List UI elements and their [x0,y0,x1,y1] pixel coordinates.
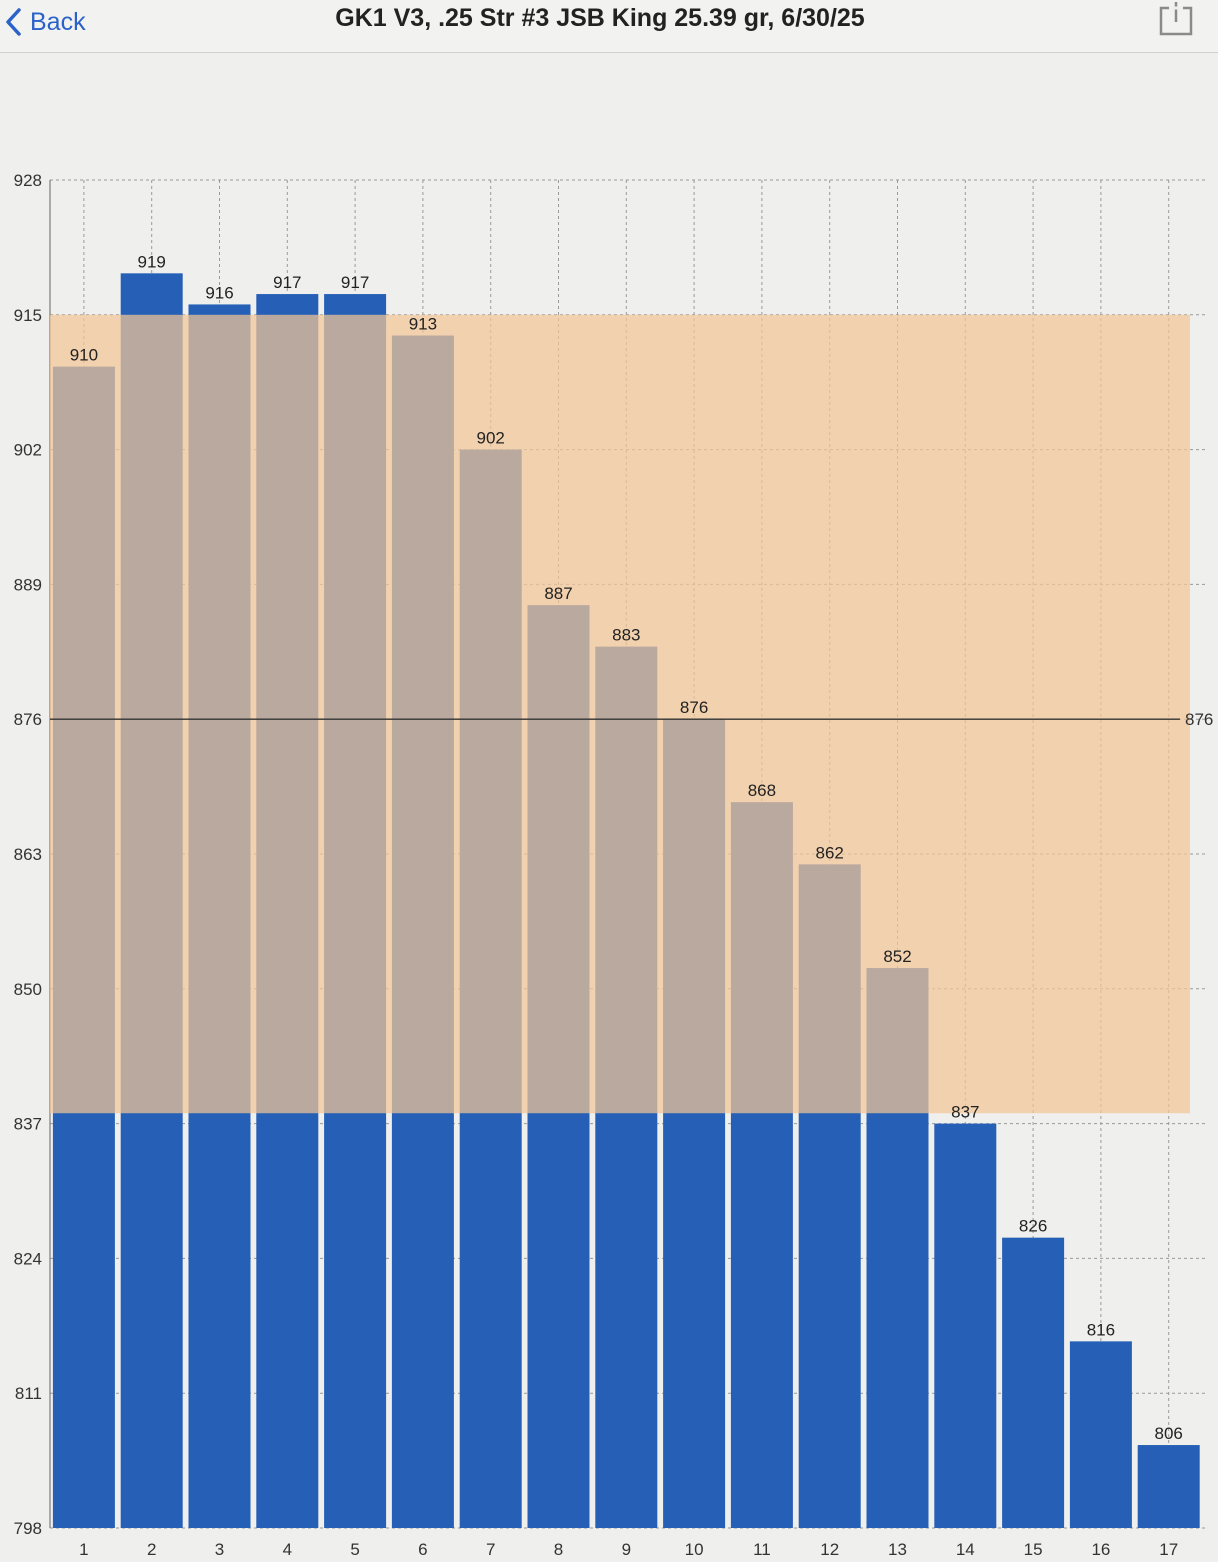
x-tick-label: 12 [820,1540,839,1559]
x-tick-label: 17 [1159,1540,1178,1559]
x-tick-label: 6 [418,1540,427,1559]
back-button[interactable]: Back [4,4,86,40]
bar-16 [1069,1341,1132,1528]
value-label: 852 [883,947,911,966]
x-tick-label: 16 [1091,1540,1110,1559]
nav-bar: Back GK1 V3, .25 Str #3 JSB King 25.39 g… [0,0,1218,53]
value-label: 919 [138,252,166,271]
range-band [50,314,1190,1114]
y-tick-label: 837 [14,1115,42,1134]
bar-14 [934,1123,997,1528]
value-label: 916 [205,283,233,302]
value-label: 816 [1087,1320,1115,1339]
y-tick-label: 850 [14,980,42,999]
value-label: 913 [409,315,437,334]
value-label: 917 [341,273,369,292]
mean-line-label: 876 [1185,710,1213,729]
x-tick-label: 13 [888,1540,907,1559]
value-label: 876 [680,698,708,717]
y-tick-label: 811 [15,1384,42,1403]
value-label: 806 [1155,1424,1183,1443]
value-label: 902 [477,429,505,448]
value-label: 883 [612,626,640,645]
x-tick-label: 5 [350,1540,359,1559]
share-icon[interactable] [1156,0,1196,40]
value-label: 887 [544,584,572,603]
y-tick-label: 915 [14,306,42,325]
x-tick-label: 2 [147,1540,156,1559]
y-tick-label: 824 [14,1249,42,1268]
y-tick-label: 798 [14,1519,42,1538]
chevron-left-icon [6,8,21,36]
value-label: 868 [748,781,776,800]
x-tick-label: 1 [79,1540,88,1559]
value-label: 862 [816,843,844,862]
page-title: GK1 V3, .25 Str #3 JSB King 25.39 gr, 6/… [335,4,865,32]
x-tick-label: 3 [215,1540,224,1559]
y-tick-label: 928 [14,171,42,190]
value-label: 917 [273,273,301,292]
bar-17 [1137,1445,1200,1528]
y-tick-label: 902 [14,441,42,460]
y-tick-label: 876 [14,710,42,729]
y-tick-label: 889 [14,575,42,594]
x-tick-label: 15 [1024,1540,1043,1559]
x-tick-label: 4 [283,1540,292,1559]
x-tick-label: 14 [956,1540,975,1559]
x-tick-label: 7 [486,1540,495,1559]
x-tick-label: 11 [753,1540,771,1559]
x-tick-label: 10 [685,1540,704,1559]
x-tick-label: 9 [622,1540,631,1559]
value-label: 826 [1019,1217,1047,1236]
value-label: 837 [951,1103,979,1122]
value-label: 910 [70,346,98,365]
bar-15 [1002,1237,1065,1528]
y-tick-label: 863 [14,845,42,864]
x-tick-label: 8 [554,1540,563,1559]
back-label: Back [30,7,86,36]
